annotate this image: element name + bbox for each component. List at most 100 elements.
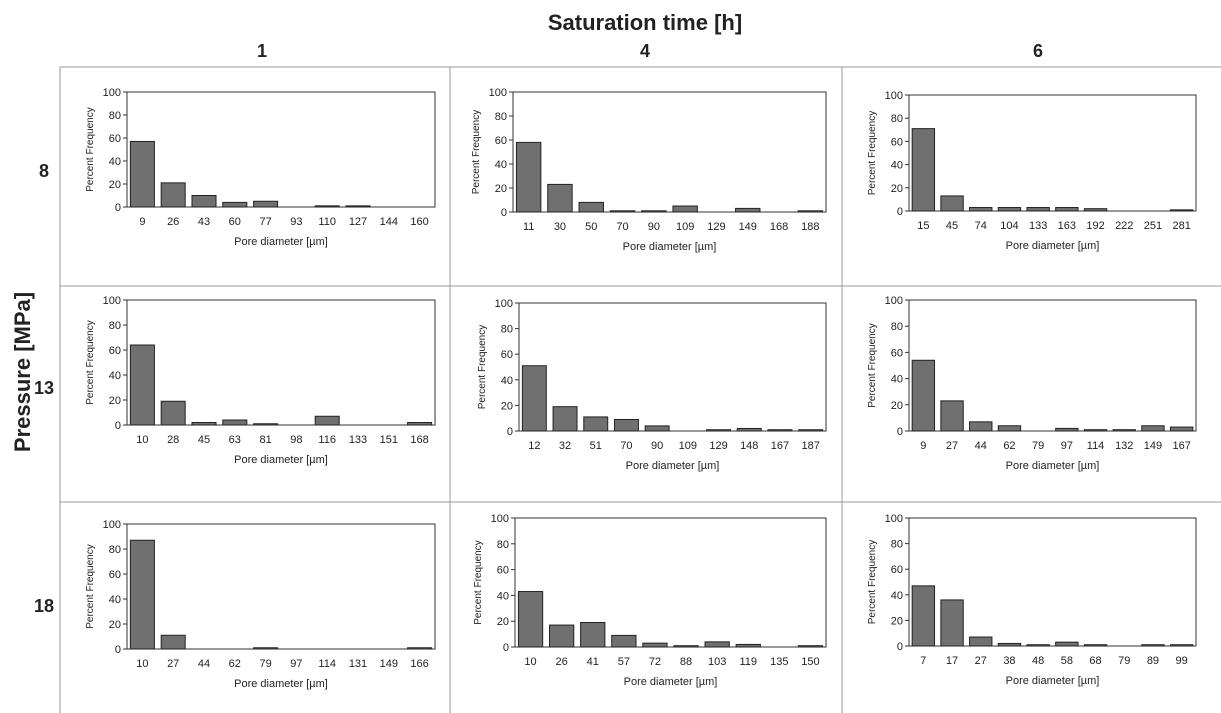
bar: [672, 205, 698, 213]
y-tick-label: 40: [109, 594, 121, 606]
x-tick-label: 9: [920, 440, 926, 452]
bar: [613, 418, 639, 432]
bar: [1141, 644, 1165, 647]
x-tick-label: 93: [290, 216, 302, 228]
x-tick-label: 79: [259, 658, 271, 670]
bar: [222, 201, 248, 208]
x-tick-label: 30: [554, 221, 566, 233]
chart-panel-p13-t4: 0 20 40 60 80 100 12 32 51 70 90 109 129 148 167 187 Por…: [477, 298, 827, 472]
bar: [797, 645, 824, 648]
chart-panel-p8-t4: 0 20 40 60 80 100 11 30 50 70 90 109 129 149 168 188 Por…: [471, 87, 827, 253]
y-tick-label: 80: [501, 324, 513, 336]
bar: [1055, 427, 1079, 432]
bar: [1112, 429, 1136, 432]
x-tick-label: 99: [1176, 655, 1188, 667]
y-tick-label: 60: [109, 133, 121, 145]
y-tick-label: 20: [501, 400, 513, 412]
x-tick-label: 167: [771, 440, 789, 452]
bar: [580, 621, 606, 648]
y-tick-label: 40: [891, 590, 903, 602]
bar: [253, 200, 279, 208]
x-tick-label: 26: [167, 216, 179, 228]
y-tick-label: 0: [115, 202, 121, 214]
x-tick-label: 187: [801, 440, 819, 452]
x-tick-label: 10: [524, 656, 536, 668]
bar: [407, 647, 433, 650]
y-tick-label: 100: [103, 295, 121, 307]
y-tick-label: 40: [495, 159, 507, 171]
bar: [345, 205, 371, 208]
chart-panel-p18-t4: 0 20 40 60 80 100 10 26 41 57 72 88 103 119 135 150 Pore…: [473, 513, 827, 688]
x-tick-label: 79: [1118, 655, 1130, 667]
bar: [969, 207, 993, 212]
x-tick-label: 51: [590, 440, 602, 452]
bar: [407, 422, 433, 426]
y-tick-label: 20: [497, 616, 509, 628]
bar: [549, 624, 575, 648]
bar: [222, 419, 248, 426]
bar: [969, 636, 993, 647]
x-tick-label: 149: [380, 658, 398, 670]
y-tick-label: 20: [495, 183, 507, 195]
bar: [191, 422, 217, 426]
x-tick-label: 70: [616, 221, 628, 233]
bar: [517, 591, 544, 648]
bar: [1026, 644, 1050, 647]
y-tick-label: 20: [891, 615, 903, 627]
y-tick-label: 20: [109, 619, 121, 631]
x-tick-label: 133: [1029, 220, 1047, 232]
column-axis-title: Saturation time [h]: [548, 10, 742, 35]
grid-frame: [59, 66, 1221, 713]
y-tick-label: 40: [109, 370, 121, 382]
plot-area-frame: [514, 517, 827, 648]
plot-area-frame: [908, 299, 1197, 432]
x-tick-label: 104: [1000, 220, 1018, 232]
bar: [735, 207, 761, 213]
plot-area-frame: [126, 299, 436, 426]
x-tick-label: 163: [1058, 220, 1076, 232]
bar: [1169, 209, 1194, 212]
x-tick-label: 72: [649, 656, 661, 668]
bar: [1169, 426, 1194, 432]
bar: [609, 210, 636, 213]
x-tick-label: 150: [801, 656, 819, 668]
x-tick-label: 109: [679, 440, 697, 452]
y-tick-label: 40: [891, 374, 903, 386]
x-tick-label: 281: [1172, 220, 1190, 232]
chart-panel-p8-t1: 0 20 40 60 80 100 9 26 43 60 77 93 110 127 144 160 Pore …: [85, 87, 436, 248]
plot-area-frame: [908, 94, 1197, 212]
column-label-3: 6: [1033, 41, 1043, 61]
bar: [314, 415, 340, 426]
bar: [253, 423, 279, 426]
chart-panel-p18-t6: 0 20 40 60 80 100 7 17 27 38 48 58 68 79 89 99 Pore diam…: [867, 513, 1197, 687]
bar: [547, 183, 573, 213]
x-tick-label: 15: [917, 220, 929, 232]
y-axis-label: Percent Frequency: [473, 540, 484, 625]
bar: [1141, 425, 1165, 432]
y-tick-label: 60: [501, 349, 513, 361]
x-tick-label: 10: [136, 434, 148, 446]
bar: [552, 406, 578, 432]
y-tick-label: 0: [507, 426, 513, 438]
bar: [1083, 208, 1108, 212]
x-tick-label: 48: [1032, 655, 1044, 667]
plot-area-frame: [512, 91, 827, 213]
x-tick-label: 32: [559, 440, 571, 452]
x-tick-label: 74: [975, 220, 987, 232]
y-tick-label: 60: [109, 345, 121, 357]
bar: [129, 140, 155, 208]
bar: [736, 427, 762, 432]
bar: [1169, 644, 1194, 647]
x-tick-label: 166: [410, 658, 428, 670]
x-axis-label: Pore diameter [µm]: [623, 241, 717, 253]
row-label-13: 13: [34, 378, 54, 398]
y-tick-label: 20: [891, 183, 903, 195]
bar: [1083, 644, 1108, 647]
x-tick-label: 144: [380, 216, 398, 228]
y-tick-label: 60: [495, 135, 507, 147]
x-tick-label: 88: [680, 656, 692, 668]
bar: [253, 647, 279, 650]
bar: [911, 359, 936, 432]
